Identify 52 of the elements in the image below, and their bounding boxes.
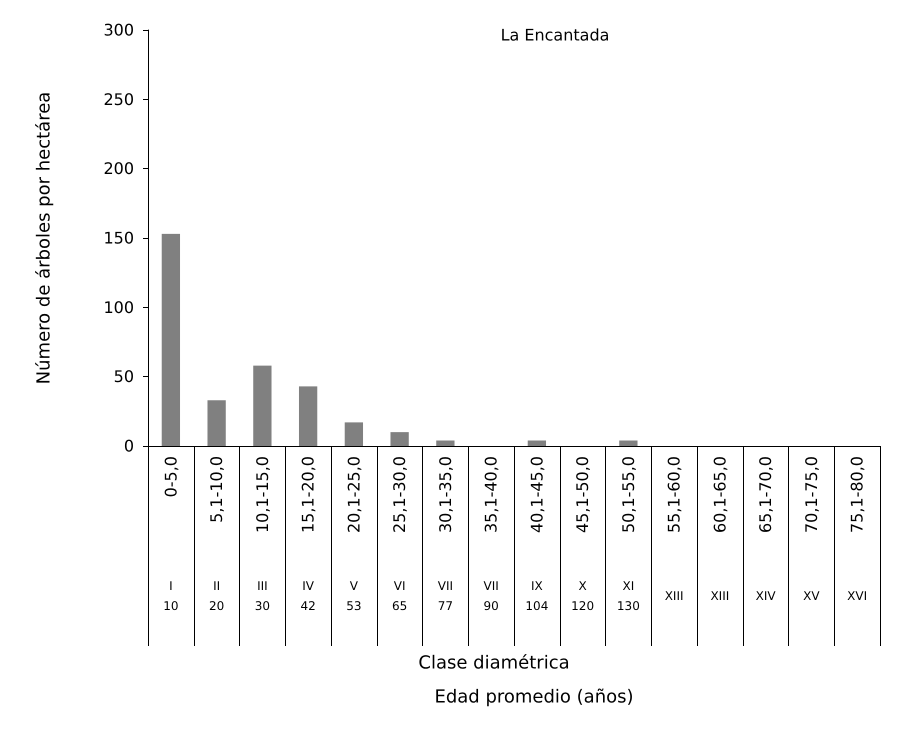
x-tick-label: 40,1-45,0 — [527, 456, 546, 534]
x-tick-label: 70,1-75,0 — [802, 456, 821, 534]
text: Clase diamétrica — [418, 652, 570, 674]
text: III 30 — [254, 579, 270, 613]
x-tick-label: 50,1-55,0 — [618, 456, 638, 534]
text: V 53 — [346, 579, 362, 613]
bar — [390, 432, 409, 446]
text: VII 77 — [438, 579, 454, 613]
text: XIII — [710, 589, 730, 603]
x-tick-label: 10,1-15,0 — [252, 456, 272, 534]
x-tick-label: 20,1-25,0 — [344, 456, 364, 534]
y-tick-label: 150 — [103, 228, 134, 248]
text: II 20 — [208, 579, 224, 613]
x-tick-label: 35,1-40,0 — [482, 456, 501, 534]
bar — [619, 440, 638, 446]
text: XIII — [664, 589, 684, 603]
x-tick-label: 60,1-65,0 — [710, 456, 730, 534]
y-axis-title: Número de árboles por hectárea — [34, 92, 54, 384]
x-tick-label: 5,1-10,0 — [207, 456, 226, 523]
bar — [528, 440, 546, 446]
x-tick-label: 75,1-80,0 — [848, 456, 867, 534]
text: X 120 — [571, 579, 594, 613]
x-tick-label: 65,1-70,0 — [756, 456, 776, 534]
x-tick-label: 30,1-35,0 — [436, 456, 455, 534]
text: IV 42 — [300, 579, 316, 613]
text: XIV — [756, 589, 776, 603]
x-tick-label: 15,1-20,0 — [298, 456, 318, 534]
chart-title: La Encantada — [500, 26, 610, 44]
text: IX 104 — [525, 579, 548, 613]
y-tick-label: 100 — [103, 298, 134, 317]
text: XI 130 — [616, 579, 640, 613]
y-tick-label: 50 — [114, 367, 134, 386]
bar — [344, 422, 364, 446]
text: Edad promedio (años) — [434, 686, 634, 708]
bar — [207, 400, 226, 446]
text: VII 90 — [483, 579, 499, 613]
x-tick-label: 45,1-50,0 — [573, 456, 592, 534]
text: XV — [803, 589, 820, 603]
y-tick-label: 200 — [103, 159, 134, 178]
bar — [298, 386, 318, 446]
y-tick-label: 250 — [103, 90, 134, 109]
bar — [436, 440, 455, 446]
text: VI 65 — [392, 579, 408, 613]
bar — [162, 234, 180, 446]
x-tick-label: 0-5,0 — [161, 456, 180, 498]
x-tick-label: 55,1-60,0 — [664, 456, 684, 534]
text: I 10 — [163, 579, 179, 613]
y-tick-label: 0 — [124, 436, 134, 456]
y-tick-label: 300 — [103, 20, 134, 40]
x-tick-label: 25,1-30,0 — [390, 456, 410, 534]
bar — [253, 366, 272, 446]
text: XVI — [847, 589, 868, 603]
